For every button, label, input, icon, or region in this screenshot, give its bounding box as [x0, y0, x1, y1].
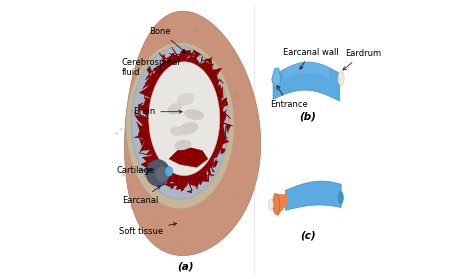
Ellipse shape	[156, 73, 159, 76]
Ellipse shape	[137, 154, 139, 156]
Ellipse shape	[168, 104, 181, 114]
Ellipse shape	[176, 31, 177, 32]
Ellipse shape	[115, 132, 118, 134]
Ellipse shape	[135, 151, 137, 154]
Polygon shape	[285, 181, 341, 210]
Ellipse shape	[206, 171, 210, 174]
Ellipse shape	[163, 248, 164, 249]
Ellipse shape	[119, 128, 123, 130]
Polygon shape	[273, 62, 340, 101]
Text: (a): (a)	[177, 261, 194, 271]
Ellipse shape	[130, 186, 133, 188]
Ellipse shape	[174, 140, 191, 150]
Ellipse shape	[268, 199, 273, 210]
Ellipse shape	[182, 246, 184, 247]
Ellipse shape	[199, 84, 203, 86]
Text: Earcanal wall: Earcanal wall	[283, 47, 338, 69]
Ellipse shape	[121, 174, 125, 177]
Ellipse shape	[218, 162, 222, 165]
Polygon shape	[272, 68, 281, 91]
Polygon shape	[283, 62, 329, 79]
Ellipse shape	[190, 181, 192, 183]
Text: Brain: Brain	[133, 107, 182, 116]
Ellipse shape	[166, 54, 170, 57]
Polygon shape	[169, 148, 208, 167]
Text: Bone: Bone	[150, 27, 186, 52]
Polygon shape	[126, 42, 234, 209]
Ellipse shape	[155, 166, 169, 182]
Text: Earcanal: Earcanal	[122, 186, 161, 205]
Ellipse shape	[217, 129, 219, 131]
Ellipse shape	[193, 28, 198, 31]
Ellipse shape	[178, 93, 194, 105]
Polygon shape	[278, 194, 287, 215]
Ellipse shape	[179, 122, 198, 134]
Ellipse shape	[189, 178, 191, 180]
Polygon shape	[134, 47, 233, 193]
Ellipse shape	[129, 206, 133, 208]
Ellipse shape	[196, 27, 198, 28]
Text: Cartilage: Cartilage	[116, 165, 155, 175]
Ellipse shape	[184, 109, 203, 120]
Ellipse shape	[338, 71, 344, 86]
Ellipse shape	[235, 95, 238, 97]
Ellipse shape	[130, 207, 133, 210]
Ellipse shape	[187, 194, 191, 198]
Polygon shape	[125, 11, 261, 256]
Polygon shape	[131, 47, 228, 199]
Ellipse shape	[172, 230, 174, 232]
Ellipse shape	[209, 92, 213, 95]
Text: (c): (c)	[300, 231, 316, 241]
Ellipse shape	[131, 178, 134, 179]
Ellipse shape	[216, 108, 221, 112]
Ellipse shape	[165, 167, 173, 176]
Ellipse shape	[234, 194, 237, 196]
Ellipse shape	[170, 127, 184, 135]
Ellipse shape	[145, 78, 146, 79]
Ellipse shape	[170, 37, 172, 39]
Ellipse shape	[147, 155, 151, 157]
Ellipse shape	[211, 169, 213, 171]
Ellipse shape	[182, 172, 187, 177]
Ellipse shape	[122, 174, 125, 175]
Polygon shape	[149, 62, 220, 175]
Text: Cerebrospinal
fluid: Cerebrospinal fluid	[122, 58, 181, 77]
Ellipse shape	[146, 160, 170, 186]
Text: (b): (b)	[300, 111, 316, 121]
Ellipse shape	[143, 126, 144, 127]
Polygon shape	[272, 194, 280, 215]
Ellipse shape	[189, 37, 191, 38]
Ellipse shape	[209, 155, 211, 157]
Ellipse shape	[189, 223, 191, 224]
Ellipse shape	[338, 192, 343, 204]
Ellipse shape	[164, 183, 169, 187]
Ellipse shape	[154, 222, 156, 224]
Text: Entrance: Entrance	[270, 86, 308, 109]
Text: Soft tissue: Soft tissue	[119, 223, 177, 235]
Text: Eardrum: Eardrum	[343, 49, 381, 70]
